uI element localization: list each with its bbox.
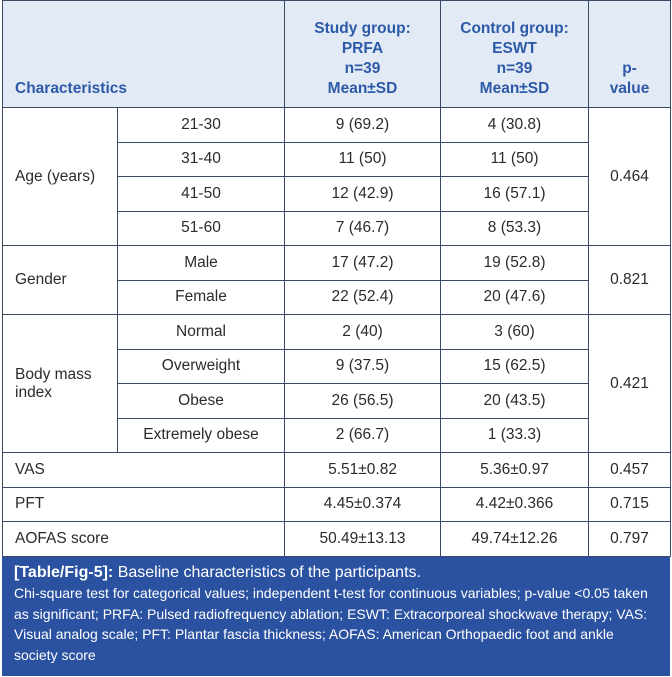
subgroup-label: 41-50 [116,176,286,212]
control-value: 1 (33.3) [440,417,590,453]
control-value: 16 (57.1) [440,176,590,212]
table-row: Gender Male 17 (47.2) 19 (52.8) 0.821 [2,245,672,315]
study-value: 7 (46.7) [284,210,442,246]
study-value: 2 (66.7) [284,417,442,453]
p-value: 0.715 [588,486,672,522]
control-value: 5.36±0.97 [440,452,590,488]
subgroup-label: 31-40 [116,141,286,177]
p-value: 0.421 [588,314,672,453]
study-value: 4.45±0.374 [284,486,442,522]
table-row: 41-50 12 (42.9) 16 (57.1) [3,176,671,212]
table-row: 31-40 11 (50) 11 (50) [3,141,671,177]
header-line: Mean±SD [479,80,550,97]
header-control-group: Control group: ESWT n=39 Mean±SD [440,0,590,108]
subgroup-label: Extremely obese [116,417,286,453]
table-row: Overweight 9 (37.5) 15 (62.5) [3,348,671,384]
table-row: Female 22 (52.4) 20 (47.6) [3,279,671,315]
p-value: 0.797 [588,521,672,557]
table-row: Obese 26 (56.5) 20 (43.5) [3,383,671,419]
control-value: 8 (53.3) [440,210,590,246]
control-value: 4.42±0.366 [440,486,590,522]
header-line: Control group: [460,20,569,37]
control-value: 20 (43.5) [440,383,590,419]
p-value: 0.464 [588,107,672,246]
study-value: 9 (37.5) [284,348,442,384]
header-study-group: Study group: PRFA n=39 Mean±SD [284,0,442,108]
table-row: 51-60 7 (46.7) 8 (53.3) [3,210,671,246]
control-value: 19 (52.8) [440,245,590,281]
control-value: 49.74±12.26 [440,521,590,557]
study-value: 5.51±0.82 [284,452,442,488]
header-line: Mean±SD [327,80,398,97]
caption-label: [Table/Fig-5]: [14,563,114,581]
figure-caption: [Table/Fig-5]: Baseline characteristics … [2,556,670,676]
subgroup-label: Normal [116,314,286,350]
group-label: Body mass index [2,314,118,453]
header-line: n=39 [496,60,533,77]
study-value: 11 (50) [284,141,442,177]
row-label: VAS [1,452,286,488]
group-label: Gender [2,245,118,315]
row-label: PFT [1,486,286,522]
p-value: 0.821 [588,245,672,315]
study-value: 12 (42.9) [284,176,442,212]
p-value: 0.457 [588,452,672,488]
subgroup-label: Obese [116,383,286,419]
baseline-characteristics-table: Characteristics Study group: PRFA n=39 M… [1,0,672,557]
header-line: value [609,80,650,97]
study-value: 26 (56.5) [284,383,442,419]
header-line: p- [622,60,637,77]
study-value: 9 (69.2) [284,107,442,143]
control-value: 20 (47.6) [440,279,590,315]
control-value: 4 (30.8) [440,107,590,143]
subgroup-label: Overweight [116,348,286,384]
control-value: 3 (60) [440,314,590,350]
study-value: 50.49±13.13 [284,521,442,557]
table-body: Age (years) 21-30 9 (69.2) 4 (30.8) 0.464 31-… [1,107,672,557]
subgroup-label: 21-30 [116,107,286,143]
header-line: PRFA [341,40,384,57]
study-value: 22 (52.4) [284,279,442,315]
table-row: AOFAS score 50.49±13.13 49.74±12.26 0.797 [1,521,672,557]
header-line: ESWT [492,40,537,57]
table-row: Age (years) 21-30 9 (69.2) 4 (30.8) 0.464 [2,107,672,246]
study-value: 17 (47.2) [284,245,442,281]
control-value: 11 (50) [440,141,590,177]
study-value: 2 (40) [284,314,442,350]
header-line: Study group: [314,20,411,37]
header-characteristics: Characteristics [1,0,286,108]
subgroup-label: Female [116,279,286,315]
header-p-value: p- value [588,0,672,108]
group-label: Age (years) [2,107,118,246]
header-row: Characteristics Study group: PRFA n=39 M… [1,0,672,108]
row-label: AOFAS score [1,521,286,557]
control-value: 15 (62.5) [440,348,590,384]
subgroup-label: 51-60 [116,210,286,246]
table-row: Body mass index Normal 2 (40) 3 (60) 0.421 [2,314,672,453]
table-row: VAS 5.51±0.82 5.36±0.97 0.457 [1,452,672,488]
header-line: n=39 [344,60,381,77]
caption-title: Baseline characteristics of the particip… [117,563,421,581]
table-row: Extremely obese 2 (66.7) 1 (33.3) [3,417,671,453]
subgroup-label: Male [116,245,286,281]
caption-note: Chi-square test for categorical values; … [14,585,648,663]
table-row: PFT 4.45±0.374 4.42±0.366 0.715 [1,486,672,522]
